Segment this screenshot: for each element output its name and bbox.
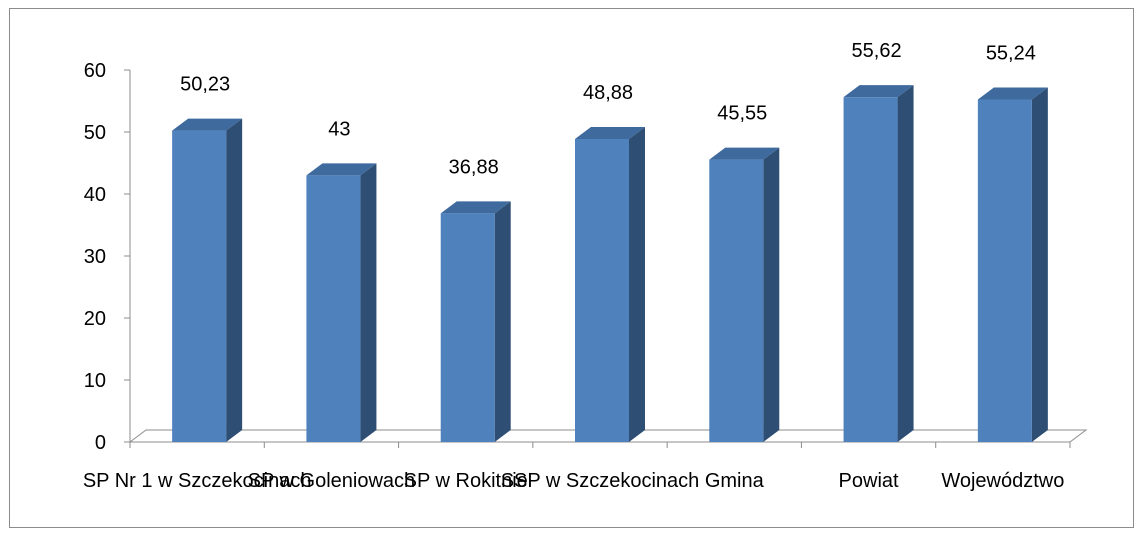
bar-side: [763, 147, 780, 442]
bar-side: [629, 126, 645, 442]
data-label: 36,88: [449, 156, 499, 178]
y-tick-label: 60: [84, 60, 106, 82]
data-label: 43: [328, 118, 350, 140]
bar-front: [440, 213, 495, 442]
bar: [709, 147, 780, 442]
data-label: 55,24: [986, 43, 1036, 65]
y-tick-label: 0: [95, 432, 106, 454]
bar-front: [172, 130, 227, 442]
bar-side: [897, 85, 914, 442]
bar-front: [977, 99, 1032, 443]
data-label: 50,23: [180, 74, 230, 96]
bar: [172, 118, 243, 442]
bar-top: [977, 87, 1048, 100]
bar-top: [172, 118, 243, 131]
bar-side: [226, 118, 243, 442]
bar-front: [306, 175, 361, 442]
y-tick-label: 20: [84, 308, 106, 330]
bar: [843, 85, 914, 442]
y-tick-label: 10: [84, 370, 106, 392]
bar-side: [494, 201, 511, 442]
bar-front: [709, 159, 764, 442]
bar-top: [440, 201, 511, 214]
bars: [172, 85, 1048, 443]
bar-top: [306, 163, 377, 176]
bar-top: [843, 85, 914, 98]
x-tick-label: Województwo: [941, 470, 1064, 492]
x-tick-label: SP w Goleniowach: [248, 470, 416, 492]
data-label: 48,88: [583, 82, 633, 104]
x-tick-label: Powiat: [839, 470, 899, 492]
bar: [306, 163, 377, 442]
x-tick-label: SP Nr 1 w Szczekocinach: [83, 470, 312, 492]
data-label: 55,62: [852, 40, 902, 62]
bar: [440, 201, 511, 442]
chart-border: [9, 8, 1134, 528]
bar-side: [1031, 87, 1048, 443]
y-tick-label: 40: [84, 184, 106, 206]
chart-frame: [9, 8, 1134, 528]
y-tick-label: 30: [84, 246, 106, 268]
bar-side: [360, 163, 377, 442]
data-labels: 50,23 43 36,88 48,88 45,55 55,62 55,24: [180, 40, 1036, 178]
y-tick-labels: 0 10 20 30 40 50 60: [84, 60, 106, 454]
x-tick-label: Gmina: [705, 470, 765, 492]
x-tick-label: SSP w Szczekocinach: [501, 470, 700, 492]
x-tick-label: SP w Rokitnie: [404, 470, 528, 492]
bar-top: [709, 147, 780, 160]
bar: [977, 87, 1048, 443]
bar-front: [575, 138, 629, 442]
bar: [575, 126, 645, 442]
bar-front: [843, 97, 898, 442]
bar-top: [575, 126, 645, 139]
y-tick-label: 50: [84, 122, 106, 144]
data-label: 45,55: [717, 103, 767, 125]
